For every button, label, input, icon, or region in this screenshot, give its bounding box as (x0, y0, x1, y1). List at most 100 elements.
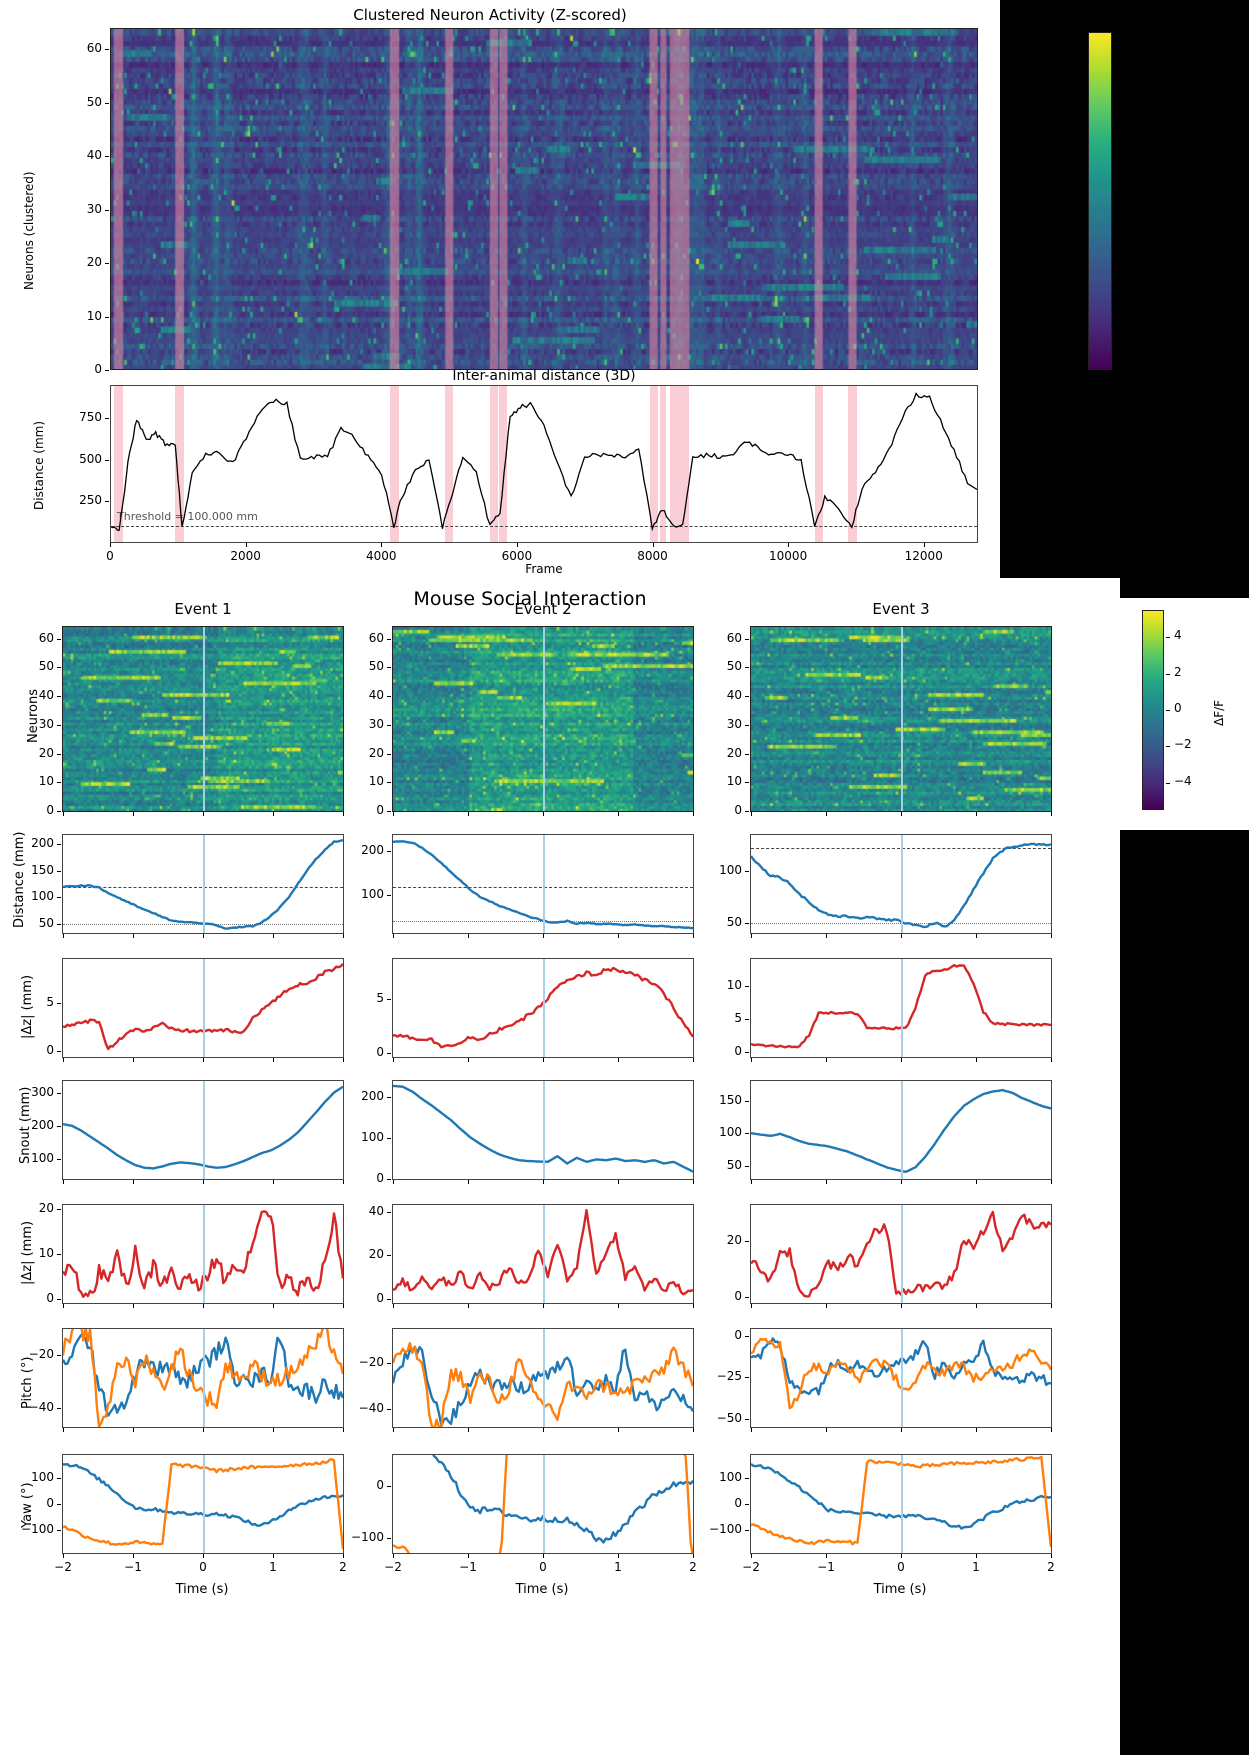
axis-tick-label: 100 (361, 887, 384, 902)
axis-tick-mark (976, 1058, 977, 1062)
axis-tick-mark (745, 1297, 749, 1299)
axis-tick-mark (751, 1428, 752, 1432)
axis-tick-label: 0 (376, 1477, 384, 1492)
axis-tick-label: 100 (719, 863, 742, 878)
axis-tick-mark (133, 1058, 134, 1062)
axis-tick-mark (826, 1058, 827, 1062)
axis-tick-mark (745, 1418, 749, 1420)
axis-tick-label: 40 (38, 688, 54, 702)
fig1-distance-xlabel: Frame (525, 562, 563, 576)
panel-distance (392, 834, 694, 934)
event-column-title: Event 2 (514, 600, 572, 618)
axis-tick-mark (57, 638, 61, 640)
panel-distance (750, 834, 1052, 934)
event-shade (175, 386, 185, 542)
axis-tick-label: 10 (38, 774, 54, 789)
axis-tick-label: 750 (79, 410, 102, 425)
axis-tick-label: 300 (31, 1084, 54, 1099)
axis-tick-mark (387, 724, 391, 726)
axis-tick-mark (468, 1554, 469, 1558)
figure-clustered-neuron-activity: Clustered Neuron Activity (Z-scored) Neu… (0, 0, 1171, 578)
axis-tick-mark (826, 1428, 827, 1432)
axis-tick-label: −20 (358, 1355, 384, 1370)
panel-delta-z-slow (62, 958, 344, 1058)
colorbar-tick-mark (1113, 306, 1117, 308)
event-shade (814, 386, 823, 542)
axis-tick-mark (618, 1058, 619, 1062)
event-time-marker (901, 1081, 903, 1179)
event-time-marker (901, 1329, 903, 1427)
axis-tick-mark (105, 459, 109, 461)
axis-tick-label: 200 (361, 1089, 384, 1104)
panel-delta-z-slow (392, 958, 694, 1058)
axis-tick-label: 4000 (365, 549, 397, 563)
axis-tick-label: 1 (614, 1560, 622, 1574)
axis-tick-label: 150 (31, 862, 54, 877)
axis-tick-mark (343, 1304, 344, 1308)
axis-tick-mark (105, 316, 109, 318)
axis-tick-mark (745, 871, 749, 873)
axis-tick-label: −2 (384, 1560, 402, 1574)
axis-tick-mark (387, 753, 391, 755)
axis-tick-mark (63, 1554, 64, 1558)
axis-tick-label: 60 (38, 630, 54, 645)
axis-tick-mark (393, 1058, 394, 1062)
axis-tick-label: 10 (86, 308, 102, 323)
axis-tick-mark (543, 1180, 544, 1184)
axis-tick-mark (516, 543, 518, 547)
axis-tick-mark (543, 812, 544, 816)
event-time-marker (203, 1081, 205, 1179)
axis-tick-mark (976, 1180, 977, 1184)
axis-tick-mark (901, 1058, 902, 1062)
axis-tick-label: 40 (368, 688, 384, 702)
axis-tick-label: 60 (368, 630, 384, 645)
axis-tick-label: 0 (94, 362, 102, 376)
axis-tick-label: 50 (368, 659, 384, 674)
event-time-marker (543, 1081, 545, 1179)
axis-tick-mark (387, 1485, 391, 1487)
axis-tick-mark (693, 934, 694, 938)
figure-mouse-social-interaction: Mouse Social Interaction Event 1 Event 2 E… (0, 578, 1120, 1755)
colorbar-tick-label: 0 (1174, 701, 1182, 715)
axis-tick-mark (393, 1180, 394, 1184)
axis-tick-label: 10000 (769, 549, 808, 563)
event-time-marker (543, 959, 545, 1057)
axis-tick-label: −25 (716, 1369, 742, 1384)
axis-tick-mark (57, 1355, 61, 1357)
axis-tick-mark (923, 543, 925, 547)
panel-snout (392, 1080, 694, 1180)
axis-tick-mark (693, 1180, 694, 1184)
axis-tick-mark (273, 1304, 274, 1308)
axis-tick-label: 100 (31, 1470, 54, 1485)
axis-tick-mark (57, 1529, 61, 1531)
axis-tick-mark (618, 1554, 619, 1558)
axis-tick-label: 10 (368, 774, 384, 789)
colorbar-tick-label: 4 (1121, 213, 1130, 229)
colorbar-tick-label: 12 (1121, 44, 1138, 60)
axis-tick-mark (273, 812, 274, 816)
axis-tick-mark (57, 782, 61, 784)
axis-tick-mark (745, 1477, 749, 1479)
axis-tick-label: 200 (31, 1117, 54, 1132)
axis-tick-mark (901, 1554, 902, 1558)
axis-tick-mark (745, 1165, 749, 1167)
axis-tick-label: 40 (726, 688, 742, 702)
axis-tick-mark (133, 934, 134, 938)
axis-tick-label: 10 (726, 774, 742, 789)
event-shade (848, 386, 857, 542)
axis-tick-label: 2 (1047, 1560, 1055, 1574)
axis-tick-mark (387, 895, 391, 897)
axis-tick-label: 2000 (230, 549, 261, 563)
axis-tick-mark (745, 1241, 749, 1243)
axis-tick-mark (273, 1554, 274, 1558)
axis-tick-label: 12000 (904, 549, 943, 563)
axis-tick-mark (745, 667, 749, 669)
panel-snout (750, 1080, 1052, 1180)
axis-tick-mark (57, 1125, 61, 1127)
axis-tick-label: 500 (79, 451, 102, 466)
axis-tick-mark (57, 1298, 61, 1300)
axis-tick-mark (387, 782, 391, 784)
colorbar-tick-label: 2 (1174, 664, 1182, 679)
axis-tick-label: 50 (38, 659, 54, 674)
axis-tick-label: 0 (376, 803, 384, 817)
